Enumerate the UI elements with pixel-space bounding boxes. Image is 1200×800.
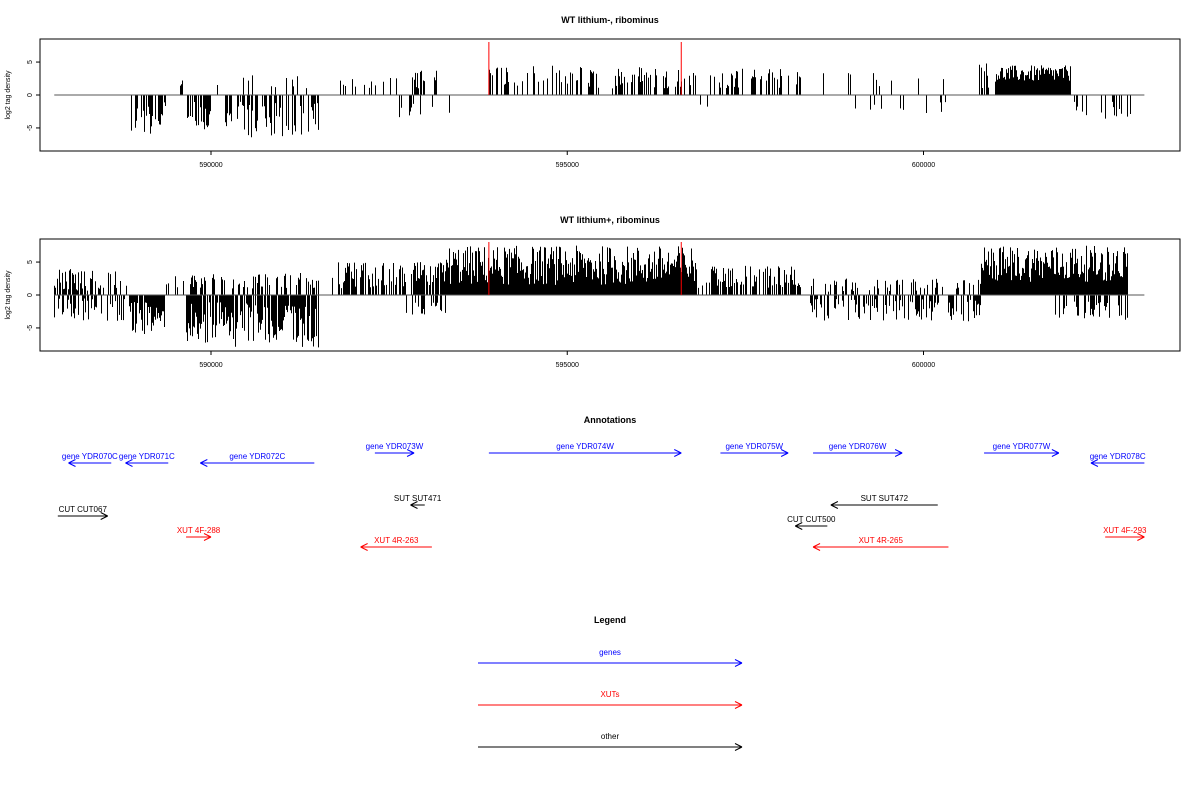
x-tick-label: 600000 (912, 162, 935, 169)
feature-arrow (812, 543, 949, 551)
feature-label: SUT SUT472 (861, 494, 909, 503)
feature-arrow (984, 449, 1060, 457)
x-tick-label: 595000 (556, 362, 579, 369)
plot-title: WT lithium-, ribominus (561, 15, 659, 25)
legend-items: genes XUTs other (478, 648, 743, 751)
feature-arrow (795, 522, 828, 530)
x-axis: 590000 595000 600000 (199, 151, 935, 169)
y-tick-label: 0 (27, 293, 34, 297)
feature-label: XUT 4R-265 (859, 536, 904, 545)
legend-label: other (601, 732, 620, 741)
feature-label: CUT CUT067 (59, 505, 108, 514)
track-plot-lithium-plus: WT lithium+, ribominus 590000 595000 60000… (5, 215, 1181, 369)
feature-label: gene YDR076W (829, 442, 887, 451)
feature-arrow (488, 449, 682, 457)
annotation-tracks: gene YDR070C gene YDR071C gene YDR072C gene… (57, 442, 1147, 551)
track-plot-lithium-minus: WT lithium-, ribominus 590000 595000 60000… (5, 15, 1181, 169)
feature-arrow (57, 512, 108, 520)
y-tick-label: 0 (27, 93, 34, 97)
x-tick-label: 600000 (912, 362, 935, 369)
legend-arrow (478, 743, 743, 751)
y-axis-label: log2 tag density (5, 270, 12, 320)
annotations-panel: Annotations gene YDR070C gene YDR071C gene… (57, 415, 1147, 551)
plot-title: WT lithium+, ribominus (560, 215, 660, 225)
feature-label: gene YDR075W (725, 442, 783, 451)
feature-label: XUT 4F-288 (177, 526, 221, 535)
feature-label: gene YDR074W (556, 442, 614, 451)
feature-label: gene YDR073W (366, 442, 424, 451)
y-tick-label: 5 (27, 60, 34, 64)
y-tick-label: -5 (27, 125, 34, 131)
y-axis: -5 0 5 (27, 60, 40, 131)
feature-arrow (813, 449, 903, 457)
x-axis: 590000 595000 600000 (199, 351, 935, 369)
feature-arrow (125, 459, 169, 467)
legend-title: Legend (594, 615, 626, 625)
feature-arrow (186, 533, 212, 541)
legend-label: XUTs (600, 690, 619, 699)
y-axis-label: log2 tag density (5, 70, 12, 120)
legend-arrow (478, 701, 743, 709)
feature-label: SUT SUT471 (394, 494, 442, 503)
feature-arrow (374, 449, 415, 457)
density-bars (54, 245, 1128, 348)
feature-arrow (720, 449, 789, 457)
feature-label: XUT 4R-263 (374, 536, 419, 545)
x-tick-label: 590000 (199, 362, 222, 369)
legend-arrow (478, 659, 743, 667)
legend-label: genes (599, 648, 621, 657)
feature-label: gene YDR071C (119, 452, 175, 461)
x-tick-label: 595000 (556, 162, 579, 169)
feature-arrow (1090, 459, 1145, 467)
red-markers (488, 42, 682, 95)
feature-arrow (360, 543, 432, 551)
feature-label: gene YDR070C (62, 452, 118, 461)
y-axis: -5 0 5 (27, 260, 40, 331)
feature-arrow (830, 501, 938, 509)
feature-arrow (1105, 533, 1145, 541)
y-tick-label: 5 (27, 260, 34, 264)
x-tick-label: 590000 (199, 162, 222, 169)
density-bars (131, 63, 1131, 138)
feature-arrow (410, 501, 425, 509)
annotations-title: Annotations (584, 415, 637, 425)
feature-arrow (68, 459, 112, 467)
feature-label: gene YDR078C (1090, 452, 1146, 461)
red-markers (488, 242, 682, 295)
feature-arrow (200, 459, 315, 467)
feature-label: XUT 4F-293 (1103, 526, 1147, 535)
y-tick-label: -5 (27, 325, 34, 331)
feature-label: CUT CUT500 (787, 515, 836, 524)
legend: Legend genes XUTs other (478, 615, 743, 751)
feature-label: gene YDR072C (229, 452, 285, 461)
feature-label: gene YDR077W (993, 442, 1051, 451)
